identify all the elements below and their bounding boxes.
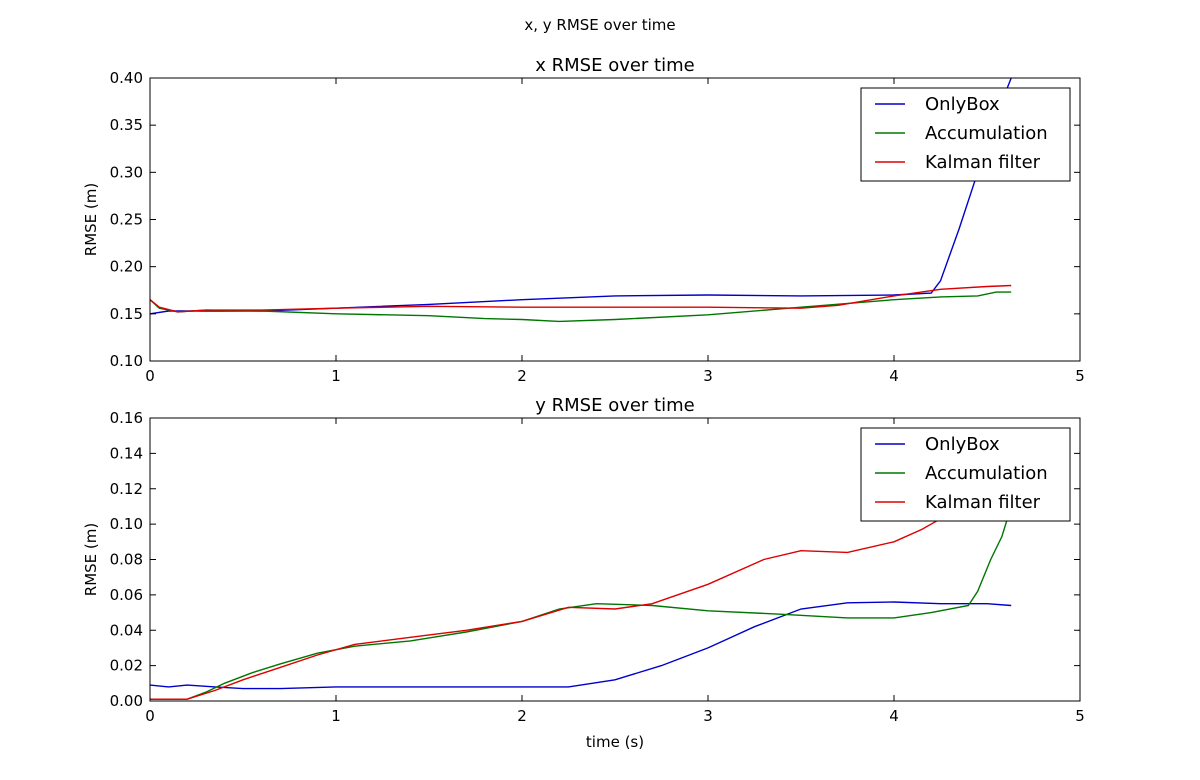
y-rmse-title: y RMSE over time: [535, 395, 694, 416]
chart-panels: x RMSE over time 0 1 2 3 4 5 0.10 0.15 0.20 0.25 0.…: [82, 55, 1085, 751]
x-rmse-ytick-label: 0.10: [110, 352, 143, 370]
y-rmse-series-accumulation: [150, 506, 1012, 700]
y-rmse-series-kalman-filter: [150, 518, 941, 700]
x-rmse-chart: x RMSE over time 0 1 2 3 4 5 0.10 0.15 0.20 0.25 0.…: [82, 55, 1085, 385]
x-rmse-ytick-label: 0.35: [110, 116, 143, 134]
x-rmse-ytick-label: 0.40: [110, 69, 143, 87]
x-rmse-legend: OnlyBox Accumulation Kalman filter: [860, 87, 1071, 182]
y-rmse-legend: OnlyBox Accumulation Kalman filter: [860, 427, 1071, 522]
x-rmse-xtick-label: 3: [703, 367, 713, 385]
y-rmse-chart: y RMSE over time 0 1 2 3 4 5 0.00 0.02 0.04 0.06 0.…: [82, 395, 1085, 751]
y-rmse-xtick-label: 1: [331, 707, 341, 725]
y-rmse-xlabel: time (s): [586, 733, 644, 751]
y-rmse-xtick-label: 5: [1075, 707, 1085, 725]
y-rmse-xtick-label: 2: [517, 707, 527, 725]
y-rmse-ytick-label: 0.12: [110, 480, 143, 498]
y-rmse-ytick-label: 0.06: [110, 586, 143, 604]
x-rmse-series-kalman-filter: [150, 284, 1012, 313]
figure-suptitle: x, y RMSE over time: [524, 16, 675, 34]
x-rmse-xtick-label: 4: [889, 367, 899, 385]
y-rmse-xtick-label: 4: [889, 707, 899, 725]
x-rmse-ytick-label: 0.30: [110, 163, 143, 181]
y-rmse-legend-label: Kalman filter: [925, 492, 1041, 513]
y-rmse-ytick-label: 0.08: [110, 551, 143, 569]
y-rmse-series-onlybox: [150, 601, 1012, 690]
x-rmse-xtick-label: 1: [331, 367, 341, 385]
x-rmse-xtick-label: 5: [1075, 367, 1085, 385]
y-rmse-xtick-label: 3: [703, 707, 713, 725]
x-rmse-legend-label: Accumulation: [925, 123, 1048, 144]
x-rmse-title: x RMSE over time: [535, 55, 694, 76]
x-rmse-ylabel: RMSE (m): [82, 183, 100, 256]
x-rmse-xtick-label: 2: [517, 367, 527, 385]
x-rmse-ytick-label: 0.20: [110, 258, 143, 276]
y-rmse-ytick-label: 0.16: [110, 409, 143, 427]
y-rmse-ytick-label: 0.04: [110, 621, 143, 639]
y-rmse-ylabel: RMSE (m): [82, 523, 100, 596]
y-rmse-ytick-label: 0.14: [110, 444, 143, 462]
y-rmse-legend-label: OnlyBox: [925, 434, 1000, 455]
x-rmse-ytick-label: 0.25: [110, 211, 143, 229]
x-rmse-legend-label: Kalman filter: [925, 152, 1041, 173]
y-rmse-ytick-label: 0.02: [110, 657, 143, 675]
x-rmse-xtick-label: 0: [145, 367, 155, 385]
y-rmse-legend-label: Accumulation: [925, 463, 1048, 484]
y-rmse-ytick-label: 0.00: [110, 692, 143, 710]
x-rmse-ytick-label: 0.15: [110, 305, 143, 323]
x-rmse-legend-label: OnlyBox: [925, 94, 1000, 115]
y-rmse-ytick-label: 0.10: [110, 515, 143, 533]
y-rmse-xtick-label: 0: [145, 707, 155, 725]
